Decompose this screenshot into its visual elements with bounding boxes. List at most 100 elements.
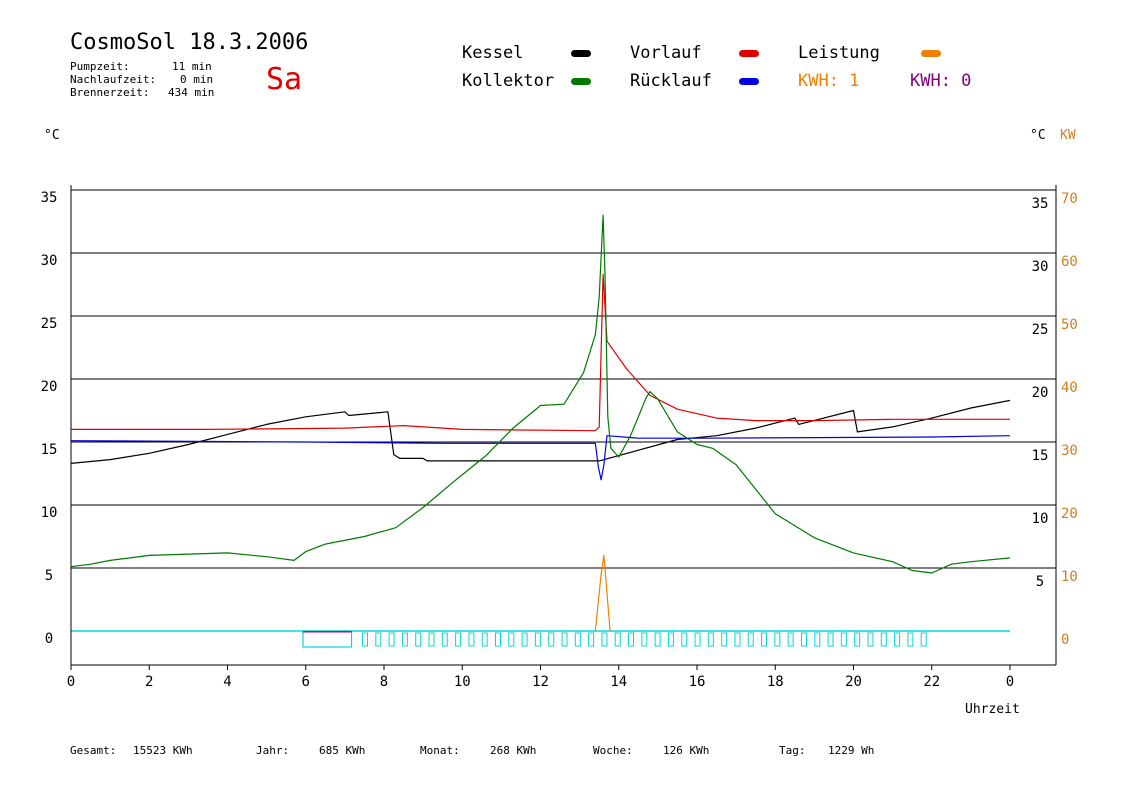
- y-tick-label-kw: 20: [1061, 506, 1078, 522]
- legend-kwh-solar: KWH: 1: [798, 71, 860, 91]
- y-tick-label-kw: 70: [1061, 191, 1078, 207]
- y-tick-label-kw: 30: [1061, 443, 1078, 459]
- pump-marker: [588, 632, 595, 647]
- pump-marker: [548, 632, 555, 647]
- footer-monat-value: 268 KWh: [490, 744, 537, 757]
- y-tick-label-right: 20: [1032, 385, 1049, 401]
- x-tick-label: 20: [845, 674, 862, 690]
- pump-marker: [827, 632, 834, 647]
- pump-marker: [814, 632, 821, 647]
- y-tick-label-left: 35: [41, 190, 58, 206]
- series-leistung-line: [594, 554, 611, 632]
- pump-marker: [894, 632, 901, 647]
- y-tick-label-left: 0: [45, 631, 53, 647]
- pump-marker: [534, 632, 541, 647]
- series-group: [70, 214, 1011, 632]
- x-tick-label: 0: [67, 674, 75, 690]
- pump-marker: [681, 632, 688, 647]
- y-tick-label-kw: 50: [1061, 317, 1078, 333]
- x-tick-label: 8: [380, 674, 388, 690]
- weekday-label: Sa: [266, 62, 303, 97]
- stat-value: 11 min: [172, 60, 212, 73]
- x-tick-label: 14: [610, 674, 627, 690]
- pump-marker: [747, 632, 754, 647]
- stat-label: Brennerzeit:: [70, 86, 150, 99]
- y-tick-label-kw: 0: [1061, 632, 1069, 648]
- y-tick-label-kw: 60: [1061, 254, 1078, 270]
- grid-lines: [71, 189, 1056, 648]
- pump-marker: [734, 632, 741, 647]
- legend-kessel-swatch: [571, 50, 591, 57]
- x-tick-label: 10: [454, 674, 471, 690]
- page-title: CosmoSol 18.3.2006: [70, 30, 309, 55]
- pump-marker: [561, 632, 568, 647]
- series-vorlauf-line: [71, 273, 1010, 432]
- legend-vorlauf-label: Vorlauf: [630, 43, 702, 63]
- legend-ruecklauf-swatch: [739, 78, 759, 85]
- x-tick-label: 6: [302, 674, 310, 690]
- footer-monat-label: Monat:: [420, 744, 460, 757]
- legend-kessel-label: Kessel: [462, 43, 524, 63]
- y-tick-label-left: 25: [41, 316, 58, 332]
- pump-marker: [694, 632, 701, 647]
- pump-marker: [628, 632, 635, 647]
- pump-marker: [761, 632, 768, 647]
- pump-marker: [574, 632, 581, 647]
- y-tick-label-left: 15: [41, 442, 58, 458]
- pump-marker: [388, 632, 395, 647]
- x-axis-label: Uhrzeit: [965, 702, 1020, 717]
- pump-marker: [800, 632, 807, 647]
- y-tick-label-right: 25: [1032, 322, 1049, 338]
- footer-tag-value: 1229 Wh: [828, 744, 875, 757]
- footer-jahr-label: Jahr:: [256, 744, 290, 757]
- pump-marker: [455, 632, 462, 647]
- pump-marker: [302, 630, 353, 648]
- footer-woche-value: 126 KWh: [663, 744, 710, 757]
- footer-gesamt-value: 15523 KWh: [133, 744, 193, 757]
- x-tick-label: 22: [923, 674, 940, 690]
- y-tick-label-left: 5: [45, 568, 53, 584]
- legend-kwh-other: KWH: 0: [910, 71, 972, 91]
- pump-marker: [428, 632, 435, 647]
- y-tick-label-left: 20: [41, 379, 58, 395]
- footer-gesamt-label: Gesamt:: [70, 744, 117, 757]
- y-tick-label-right: 15: [1032, 448, 1049, 464]
- pump-marker: [880, 632, 887, 647]
- pump-marker: [468, 632, 475, 647]
- ticks: 0 2 4 6 8 10 12 14 16 18 20 22 0 0 5 10 15 20 25 30 35 5 10 15 2…: [41, 190, 1078, 690]
- stat-label: Pumpzeit:: [70, 60, 130, 73]
- footer-jahr-value: 685 KWh: [319, 744, 366, 757]
- pump-marker: [907, 632, 914, 647]
- x-tick-label: 2: [145, 674, 153, 690]
- legend-leistung-label: Leistung: [798, 43, 880, 63]
- x-tick-label: 4: [223, 674, 231, 690]
- pump-marker: [401, 632, 408, 647]
- right-axis-unit: °C: [1030, 128, 1046, 143]
- pump-marker: [920, 632, 927, 647]
- pump-marker: [375, 632, 382, 647]
- pump-marker: [721, 632, 728, 647]
- axes: [70, 185, 1057, 666]
- pump-marker: [867, 632, 874, 647]
- footer-woche-label: Woche:: [593, 744, 633, 757]
- x-tick-label: 0: [1006, 674, 1014, 690]
- pump-marker: [361, 632, 368, 647]
- pump-marker: [441, 632, 448, 647]
- legend-kollektor-label: Kollektor: [462, 71, 555, 91]
- legend-ruecklauf-label: Rücklauf: [630, 71, 712, 91]
- stat-label: Nachlaufzeit:: [70, 73, 157, 86]
- pump-marker: [774, 632, 781, 647]
- pump-marker: [787, 632, 794, 647]
- left-axis-unit: °C: [44, 128, 60, 143]
- y-tick-label-right: 30: [1032, 259, 1049, 275]
- x-tick-label: 16: [689, 674, 706, 690]
- stat-value: 434 min: [168, 86, 215, 99]
- pump-marker: [508, 632, 515, 647]
- y-tick-label-kw: 10: [1061, 569, 1078, 585]
- y-tick-label-right: 10: [1032, 511, 1049, 527]
- pump-marker: [641, 632, 648, 647]
- y-tick-label-right: 5: [1036, 574, 1044, 590]
- series-kollektor-line: [70, 214, 1011, 574]
- pump-marker: [614, 632, 621, 647]
